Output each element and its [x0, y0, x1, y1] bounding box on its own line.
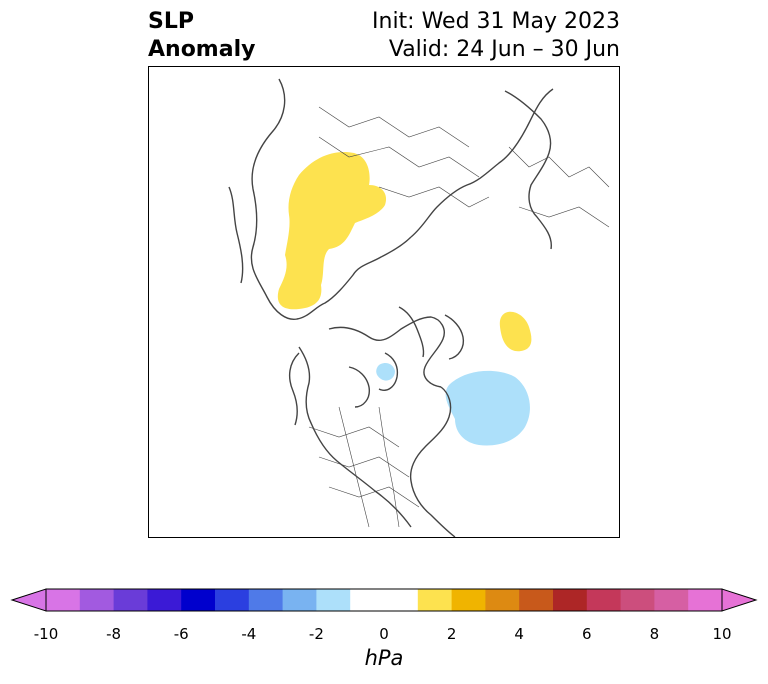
colorbar-bin — [316, 589, 351, 611]
title-line-1: SLP — [148, 9, 194, 34]
anomaly-positive-siberia — [277, 151, 387, 310]
colorbar-bin — [553, 589, 588, 611]
colorbar-bin — [519, 589, 554, 611]
colorbar-bin — [451, 589, 486, 611]
colorbar-bin — [586, 589, 622, 611]
anomaly-negative-hudson — [376, 363, 395, 381]
polar-map — [228, 78, 610, 537]
colorbar-tick-label: 6 — [582, 625, 592, 643]
map-panel — [148, 66, 620, 538]
colorbar-bin — [417, 589, 453, 611]
colorbar-bin — [350, 589, 385, 611]
colorbar-tick-label: 10 — [712, 625, 732, 643]
colorbar-bin — [215, 589, 250, 611]
colorbar-bin — [113, 589, 148, 611]
init-date: Init: Wed 31 May 2023 — [372, 9, 620, 34]
colorbar-bin — [79, 589, 115, 611]
colorbar-outline — [45, 588, 723, 612]
colorbar-tick-label: -6 — [173, 625, 189, 643]
valid-range: Valid: 24 Jun – 30 Jun — [388, 37, 620, 62]
colorbar-extend-left — [10, 588, 47, 612]
anomaly-negative-atlantic — [445, 370, 530, 446]
colorbar-tick-label: -8 — [106, 625, 122, 643]
colorbar — [10, 588, 758, 612]
colorbar-bin — [147, 589, 182, 611]
colorbar-tick-label: -4 — [241, 625, 257, 643]
title-line-2: Anomaly — [148, 37, 256, 62]
anomaly-positive-barents — [499, 311, 532, 352]
colorbar-bin — [181, 589, 216, 611]
colorbar-bin — [620, 589, 655, 611]
colorbar-tick-label: -2 — [308, 625, 324, 643]
colorbar-tick-label: 8 — [649, 625, 660, 643]
colorbar-unit: hPa — [364, 646, 404, 670]
coastlines — [228, 78, 554, 537]
colorbar-bin — [485, 589, 520, 611]
colorbar-tick-label: 4 — [514, 625, 524, 643]
colorbar-bin — [248, 589, 284, 611]
colorbar-bin — [384, 589, 419, 611]
colorbar-bin — [688, 589, 723, 611]
colorbar-tick-label: 2 — [446, 625, 457, 643]
colorbar-extend-right — [721, 588, 758, 612]
map-title: SLP Anomaly — [148, 8, 255, 64]
country-borders — [308, 106, 610, 528]
colorbar-tick-label: -10 — [33, 625, 59, 643]
colorbar-bin — [282, 589, 317, 611]
colorbar-tick-label: 0 — [379, 625, 389, 643]
colorbar-bin — [654, 589, 689, 611]
colorbar-bins — [46, 589, 723, 611]
colorbar-bin — [46, 589, 81, 611]
date-info: Init: Wed 31 May 2023 Valid: 24 Jun – 30… — [372, 8, 620, 64]
